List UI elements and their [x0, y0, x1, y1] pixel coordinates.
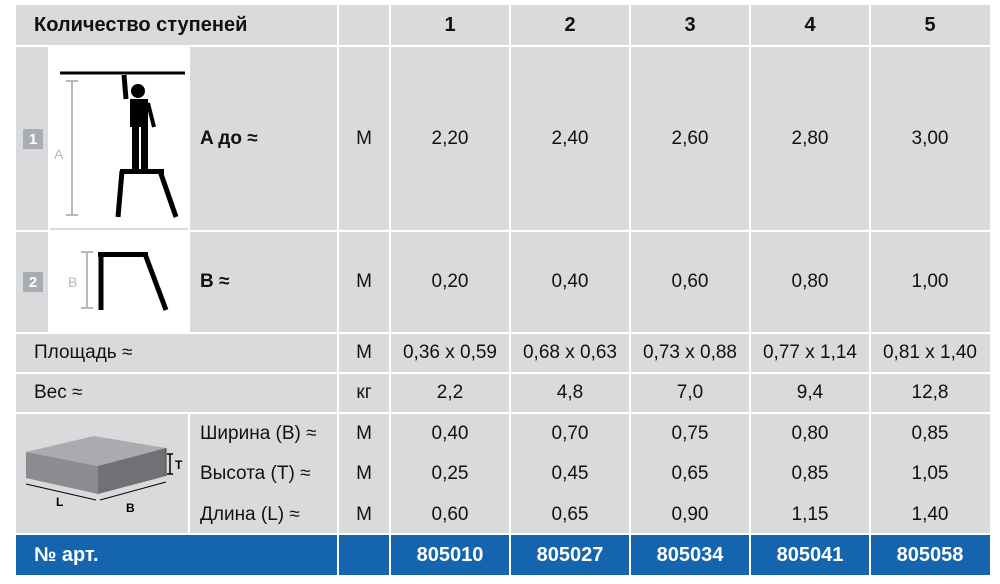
row-weight-unit: кг [356, 382, 372, 403]
pkg-length-value-1: 0,60 [431, 503, 469, 525]
pkg-height-label: Высота (T) ≈ [200, 463, 311, 484]
footer-unit-cell [338, 535, 390, 575]
row-a-value-5: 3,00 [911, 127, 949, 149]
row-weight-label: Вес ≈ [34, 382, 83, 403]
ladder-height-illustration: A [50, 47, 188, 228]
row-a-value-2: 2,40 [551, 127, 589, 149]
footer-label: № арт. [34, 543, 99, 566]
article-1: 805010 [390, 535, 510, 575]
pkg-length-value-2: 0,65 [551, 503, 589, 525]
row-a-value-4: 2,80 [791, 127, 829, 149]
row-weight-value-5: 12,8 [911, 382, 949, 403]
pkg-width-value-1: 0,40 [431, 423, 469, 444]
row-area-value-4: 0,77 x 1,14 [762, 342, 858, 363]
pkg-height-value-5: 1,05 [911, 463, 949, 484]
row-weight-value-2: 4,8 [556, 382, 584, 403]
pkg-width-value-4: 0,80 [791, 423, 829, 444]
pkg-length-value-4: 1,15 [791, 503, 829, 525]
header-unit-cell [338, 5, 390, 45]
row-a-value-1: 2,20 [431, 127, 469, 149]
row-area-label: Площадь ≈ [34, 342, 133, 363]
row-area-value-2: 0,68 x 0,63 [522, 342, 618, 363]
row-b-value-4: 0,80 [791, 271, 829, 292]
row-area-value-5: 0,81 x 1,40 [882, 342, 978, 363]
svg-text:A: A [54, 146, 64, 162]
svg-text:B: B [126, 501, 135, 515]
step-ladder-icon: B [68, 251, 169, 311]
row-a-label: A до ≈ [200, 127, 258, 149]
header-step-4: 4 [750, 5, 870, 45]
pkg-width-value-3: 0,75 [671, 423, 709, 444]
row-area-value-3: 0,73 x 0,88 [642, 342, 738, 363]
row-b-unit: M [356, 271, 372, 292]
pkg-height-value-1: 0,25 [431, 463, 469, 484]
row-b-badge: 2 [23, 272, 43, 292]
ladder-step-illustration: B [50, 232, 188, 332]
row-a-badge: 1 [23, 129, 43, 149]
row-a-value-3: 2,60 [671, 127, 709, 149]
article-5: 805058 [870, 535, 990, 575]
svg-text:T: T [175, 458, 183, 472]
row-b-value-5: 1,00 [911, 271, 949, 292]
pkg-width-value-2: 0,70 [551, 423, 589, 444]
pkg-height-value-3: 0,65 [671, 463, 709, 484]
row-b-value-1: 0,20 [431, 271, 469, 292]
pkg-width-label: Ширина (B) ≈ [200, 423, 317, 444]
header-title: Количество ступеней [34, 13, 248, 36]
row-area-unit: M [356, 342, 372, 363]
pkg-height-value-2: 0,45 [551, 463, 589, 484]
header-title-cell: Количество ступеней [16, 5, 338, 45]
pkg-length-value-5: 1,40 [911, 503, 949, 525]
svg-text:L: L [56, 495, 63, 509]
header-step-2: 2 [510, 5, 630, 45]
header-step-1: 1 [390, 5, 510, 45]
header-step-5: 5 [870, 5, 990, 45]
row-a-unit: M [356, 127, 372, 149]
row-area-value-1: 0,36 x 0,59 [402, 342, 498, 363]
pkg-length-unit: M [356, 503, 372, 525]
row-b-value-2: 0,40 [551, 271, 589, 292]
pkg-width-unit: M [356, 423, 372, 444]
pkg-length-label: Длина (L) ≈ [200, 503, 300, 525]
row-weight-value-3: 7,0 [676, 382, 704, 403]
row-a-label-cell: A до ≈ [190, 47, 338, 230]
row-b-label: B ≈ [200, 271, 230, 292]
pkg-length-value-3: 0,90 [671, 503, 709, 525]
article-4: 805041 [750, 535, 870, 575]
svg-text:B: B [68, 274, 77, 290]
pkg-width-value-5: 0,85 [911, 423, 949, 444]
worker-on-ladder-icon: A [54, 71, 185, 218]
package-box-icon: T L B [25, 436, 183, 515]
article-2: 805027 [510, 535, 630, 575]
pkg-height-unit: M [356, 463, 372, 484]
row-b-label-cell: B ≈ [190, 232, 338, 332]
article-3: 805034 [630, 535, 750, 575]
package-box-illustration: T L B [16, 414, 190, 535]
row-weight-value-4: 9,4 [796, 382, 824, 403]
footer-label-cell: № арт. [16, 535, 338, 575]
header-step-3: 3 [630, 5, 750, 45]
row-weight-value-1: 2,2 [436, 382, 464, 403]
row-b-value-3: 0,60 [671, 271, 709, 292]
pkg-height-value-4: 0,85 [791, 463, 829, 484]
